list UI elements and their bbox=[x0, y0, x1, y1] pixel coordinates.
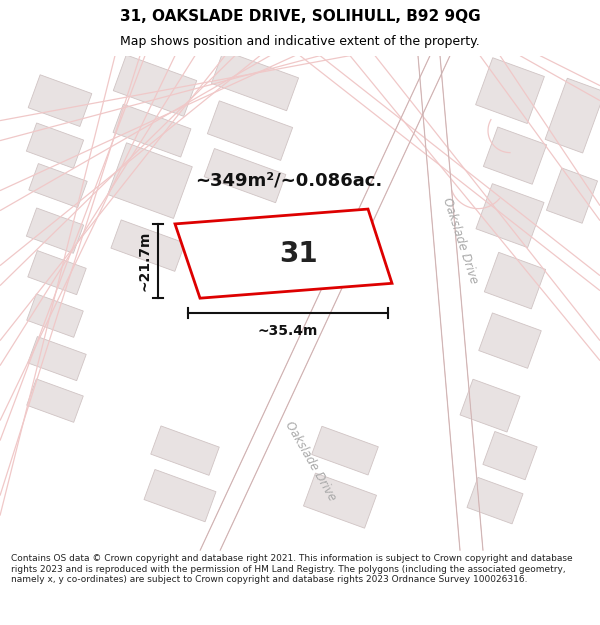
Polygon shape bbox=[28, 337, 86, 381]
Text: Oakslade Drive: Oakslade Drive bbox=[440, 196, 480, 285]
Polygon shape bbox=[151, 426, 219, 476]
Polygon shape bbox=[476, 184, 544, 248]
Polygon shape bbox=[204, 149, 286, 202]
Polygon shape bbox=[113, 55, 197, 116]
Text: 31: 31 bbox=[280, 239, 318, 268]
Polygon shape bbox=[111, 220, 185, 271]
Text: ~349m²/~0.086ac.: ~349m²/~0.086ac. bbox=[195, 172, 382, 189]
Polygon shape bbox=[28, 75, 92, 126]
Text: 31, OAKSLADE DRIVE, SOLIHULL, B92 9QG: 31, OAKSLADE DRIVE, SOLIHULL, B92 9QG bbox=[119, 9, 481, 24]
Polygon shape bbox=[208, 101, 293, 161]
Polygon shape bbox=[27, 379, 83, 423]
Polygon shape bbox=[27, 294, 83, 338]
Polygon shape bbox=[26, 208, 83, 253]
Polygon shape bbox=[28, 251, 86, 294]
Polygon shape bbox=[304, 473, 377, 528]
Polygon shape bbox=[467, 478, 523, 524]
Text: ~35.4m: ~35.4m bbox=[258, 324, 318, 338]
Polygon shape bbox=[113, 104, 191, 157]
Polygon shape bbox=[144, 469, 216, 522]
Polygon shape bbox=[479, 313, 541, 368]
Polygon shape bbox=[175, 209, 392, 298]
Text: Contains OS data © Crown copyright and database right 2021. This information is : Contains OS data © Crown copyright and d… bbox=[11, 554, 572, 584]
Text: Oakslade Drive: Oakslade Drive bbox=[282, 419, 338, 502]
Polygon shape bbox=[311, 426, 379, 475]
Text: Map shows position and indicative extent of the property.: Map shows position and indicative extent… bbox=[120, 35, 480, 48]
Polygon shape bbox=[29, 164, 87, 208]
Polygon shape bbox=[484, 127, 547, 184]
Polygon shape bbox=[108, 143, 192, 218]
Polygon shape bbox=[547, 168, 598, 223]
Polygon shape bbox=[211, 51, 299, 111]
Polygon shape bbox=[26, 123, 83, 168]
Polygon shape bbox=[476, 58, 544, 124]
Text: ~21.7m: ~21.7m bbox=[137, 231, 151, 291]
Polygon shape bbox=[484, 253, 545, 309]
Polygon shape bbox=[460, 379, 520, 432]
Polygon shape bbox=[545, 78, 600, 153]
Polygon shape bbox=[483, 431, 537, 480]
